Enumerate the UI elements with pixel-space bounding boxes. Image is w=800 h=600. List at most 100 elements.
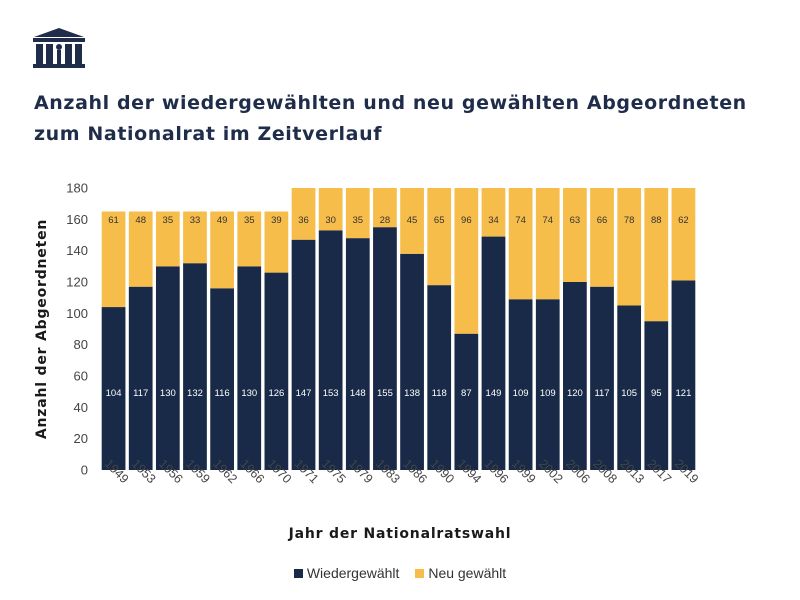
bar-wiedergewaehlt: [264, 272, 289, 470]
data-label-neu-gewaehlt: 33: [190, 215, 201, 226]
bar-neu-gewaehlt: [427, 188, 452, 286]
y-tick-label: 0: [81, 463, 88, 478]
bar-neu-gewaehlt: [128, 211, 153, 287]
y-tick-label: 100: [66, 306, 88, 321]
data-label-wiedergewaehlt: 87: [461, 388, 472, 399]
bar-neu-gewaehlt: [237, 211, 262, 267]
bar-wiedergewaehlt: [318, 230, 343, 470]
x-tick-label: 1983: [373, 457, 403, 487]
bar-neu-gewaehlt: [535, 188, 560, 300]
bar-wiedergewaehlt: [563, 282, 587, 470]
data-label-wiedergewaehlt: 132: [187, 388, 203, 399]
data-label-neu-gewaehlt: 63: [570, 215, 581, 226]
bar-wiedergewaehlt: [237, 266, 262, 470]
data-label-wiedergewaehlt: 121: [676, 388, 692, 399]
bar-neu-gewaehlt: [400, 188, 424, 254]
x-tick-label: 1970: [265, 457, 295, 487]
bar-wiedergewaehlt: [427, 285, 452, 470]
data-label-neu-gewaehlt: 48: [135, 215, 146, 226]
bar-wiedergewaehlt: [345, 238, 370, 470]
legend-label-neu-gewaehlt: Neu gewählt: [428, 565, 507, 581]
legend-swatch-navy: [293, 569, 303, 578]
x-tick-label: 2008: [590, 457, 620, 487]
data-label-neu-gewaehlt: 45: [407, 215, 418, 226]
data-label-neu-gewaehlt: 34: [488, 215, 499, 226]
bar-neu-gewaehlt: [563, 188, 587, 282]
data-label-neu-gewaehlt: 66: [597, 215, 608, 226]
bar-neu-gewaehlt: [454, 188, 479, 334]
bar-wiedergewaehlt: [155, 266, 180, 470]
bar-wiedergewaehlt: [210, 288, 234, 470]
data-label-neu-gewaehlt: 62: [678, 215, 689, 226]
data-label-wiedergewaehlt: 104: [106, 388, 122, 399]
x-tick-label: 2017: [645, 457, 675, 487]
bar-wiedergewaehlt: [644, 321, 669, 470]
bar-wiedergewaehlt: [508, 299, 533, 470]
x-tick-label: 1999: [509, 457, 539, 487]
y-tick-label: 20: [74, 431, 88, 446]
bar-wiedergewaehlt: [128, 286, 153, 470]
data-label-wiedergewaehlt: 147: [296, 388, 312, 399]
parliament-logo-icon: [33, 28, 85, 68]
data-label-wiedergewaehlt: 138: [404, 388, 420, 399]
x-tick-label: 1971: [292, 457, 322, 487]
bar-neu-gewaehlt: [617, 188, 642, 306]
bar-neu-gewaehlt: [101, 211, 126, 308]
y-tick-label: 60: [74, 369, 88, 384]
bar-wiedergewaehlt: [373, 227, 397, 470]
bar-neu-gewaehlt: [210, 211, 234, 289]
data-label-neu-gewaehlt: 78: [624, 215, 635, 226]
bar-wiedergewaehlt: [183, 263, 207, 470]
bar-neu-gewaehlt: [590, 188, 614, 287]
bar-neu-gewaehlt: [183, 211, 207, 264]
data-label-neu-gewaehlt: 35: [353, 215, 364, 226]
y-tick-label: 80: [74, 337, 88, 352]
x-tick-label: 2006: [563, 457, 593, 487]
data-label-wiedergewaehlt: 155: [377, 388, 393, 399]
x-tick-label: 1996: [482, 457, 512, 487]
bar-neu-gewaehlt: [318, 188, 343, 231]
legend-item-neu-gewaehlt: Neu gewählt: [415, 565, 506, 581]
data-label-wiedergewaehlt: 130: [160, 388, 176, 399]
data-label-wiedergewaehlt: 105: [621, 388, 637, 399]
data-label-wiedergewaehlt: 118: [432, 388, 447, 399]
data-label-neu-gewaehlt: 61: [108, 215, 119, 226]
x-axis-title: Jahr der Nationalratswahl: [288, 526, 512, 542]
bar-neu-gewaehlt: [373, 188, 397, 228]
bar-wiedergewaehlt: [535, 299, 560, 470]
data-label-neu-gewaehlt: 36: [298, 215, 309, 226]
data-label-wiedergewaehlt: 130: [241, 388, 257, 399]
y-tick-label: 40: [74, 400, 88, 415]
bar-neu-gewaehlt: [345, 188, 370, 239]
bar-wiedergewaehlt: [671, 280, 696, 470]
bar-wiedergewaehlt: [617, 305, 642, 470]
data-label-neu-gewaehlt: 74: [542, 215, 553, 226]
x-tick-label: 1966: [237, 457, 267, 487]
y-tick-label: 180: [66, 181, 88, 196]
data-label-neu-gewaehlt: 74: [515, 215, 526, 226]
bar-neu-gewaehlt: [264, 211, 289, 273]
bar-wiedergewaehlt: [590, 286, 614, 470]
data-label-wiedergewaehlt: 148: [350, 388, 366, 399]
bar-wiedergewaehlt: [291, 239, 316, 470]
data-label-wiedergewaehlt: 117: [594, 388, 609, 399]
legend-swatch-gold: [415, 569, 425, 578]
legend-label-wiedergewaehlt: Wiedergewählt: [306, 565, 400, 581]
bar-wiedergewaehlt: [481, 236, 506, 470]
data-label-wiedergewaehlt: 109: [513, 388, 529, 399]
bar-neu-gewaehlt: [481, 188, 506, 237]
data-label-wiedergewaehlt: 149: [486, 388, 502, 399]
chart-title: Anzahl der wiedergewählten und neu gewäh…: [34, 92, 747, 145]
bar-wiedergewaehlt: [454, 333, 479, 470]
bar-wiedergewaehlt: [101, 307, 126, 470]
x-tick-label: 1979: [346, 457, 376, 487]
bar-neu-gewaehlt: [508, 188, 533, 300]
x-tick-label: 1990: [427, 457, 457, 487]
x-tick-label: 1959: [183, 457, 213, 487]
y-axis-title: Anzahl der Abgeordneten: [34, 219, 50, 439]
x-tick-label: 1994: [455, 457, 485, 487]
data-label-neu-gewaehlt: 65: [434, 215, 445, 226]
x-tick-label: 2013: [617, 457, 647, 487]
x-tick-label: 1953: [129, 457, 159, 487]
data-label-neu-gewaehlt: 35: [244, 215, 255, 226]
